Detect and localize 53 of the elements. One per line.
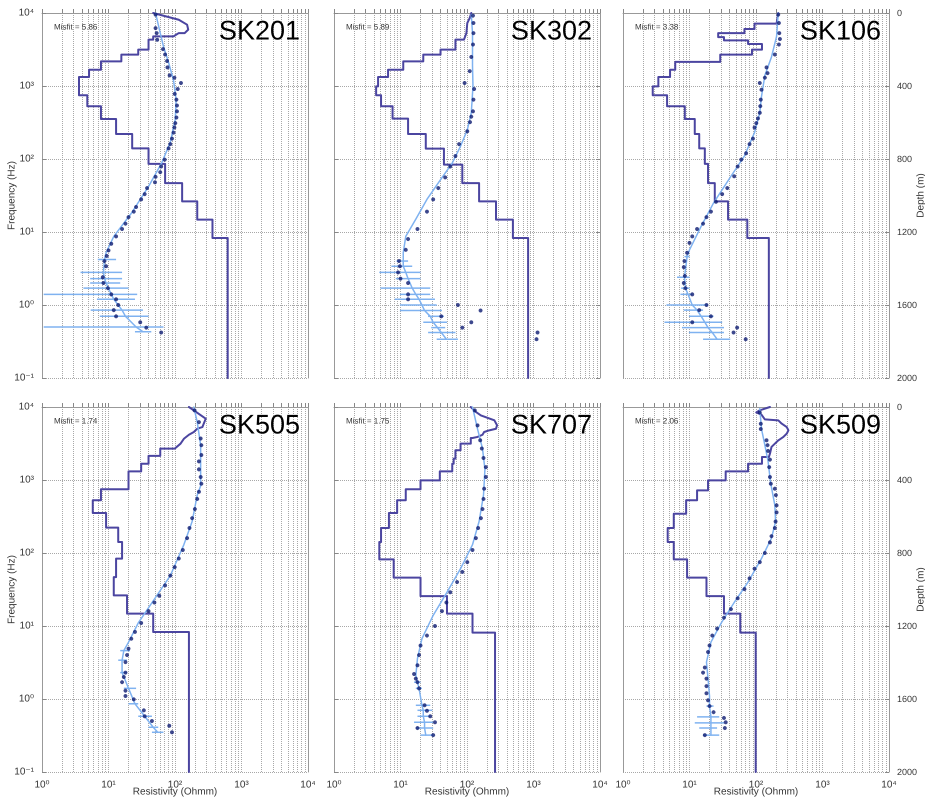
x-tick-label: 10⁰ (615, 780, 631, 790)
annotation: Misfit = 5.86 (54, 22, 98, 32)
y2-tick-label: 400 (897, 81, 912, 91)
y2-tick-label: 0 (897, 402, 902, 412)
x-tick-label: 10¹ (101, 780, 116, 790)
y-tick-label: 10² (20, 154, 35, 164)
y2-tick-label: 800 (897, 154, 912, 164)
x-tick-label: 10³ (234, 780, 250, 790)
y-tick-label: 10² (20, 548, 35, 558)
x-tick-label: 10¹ (682, 780, 698, 790)
annotation: Misfit = 2.06 (635, 416, 679, 426)
x-tick-label: 10¹ (393, 780, 408, 790)
y2-tick-label: 2000 (897, 767, 918, 777)
y2-tick-label: 1200 (897, 227, 918, 237)
y2-tick-label: 0 (897, 8, 902, 18)
y-tick-label: 10¹ (20, 226, 35, 238)
y2-tick-label: 1600 (897, 300, 918, 310)
x-tick-label: 10⁴ (592, 780, 608, 790)
y-tick-label: 10⁴ (18, 402, 34, 412)
annotation: SK509 (800, 410, 882, 440)
y-tick-label: 10⁰ (18, 694, 34, 704)
y-tick-label: 10³ (20, 474, 35, 486)
y2-tick-label: 800 (897, 548, 912, 558)
annotation: SK201 (218, 16, 300, 46)
annotation: Misfit = 5.89 (346, 22, 390, 32)
y2-tick-label: 1600 (897, 694, 918, 704)
annotation: SK302 (510, 16, 592, 46)
y-tick-label: 10⁰ (18, 300, 34, 310)
annotation: SK707 (510, 410, 592, 440)
annotation: SK106 (800, 16, 882, 46)
x-tick-label: 10⁴ (881, 780, 897, 790)
x-tick-label: 10⁰ (34, 780, 50, 790)
y-axis-title: Frequency (Hz) (6, 161, 18, 230)
y-tick-label: 10⁻¹ (14, 766, 35, 778)
x-tick-label: 10⁰ (326, 780, 342, 790)
annotation: SK505 (218, 410, 300, 440)
y2-tick-label: 400 (897, 475, 912, 485)
annotation: Misfit = 3.38 (635, 22, 679, 32)
x-tick-label: 10⁴ (300, 780, 316, 790)
y2-tick-label: 2000 (897, 373, 918, 383)
y-tick-label: 10¹ (20, 620, 35, 632)
y2-tick-label: 1200 (897, 621, 918, 631)
x-axis-title: Resistivity (Ohmm) (132, 786, 218, 798)
y-tick-label: 10⁴ (18, 8, 34, 18)
annotation: Misfit = 1.75 (346, 416, 390, 426)
annotation: Misfit = 1.74 (54, 416, 98, 426)
y-tick-label: 10⁻¹ (14, 372, 35, 384)
x-tick-label: 10³ (815, 780, 830, 790)
y-axis-title: Frequency (Hz) (6, 555, 18, 624)
x-axis-title: Resistivity (Ohmm) (424, 786, 510, 798)
x-axis-title: Resistivity (Ohmm) (714, 786, 798, 798)
x-tick-label: 10³ (526, 780, 542, 790)
y-tick-label: 10³ (20, 80, 35, 92)
